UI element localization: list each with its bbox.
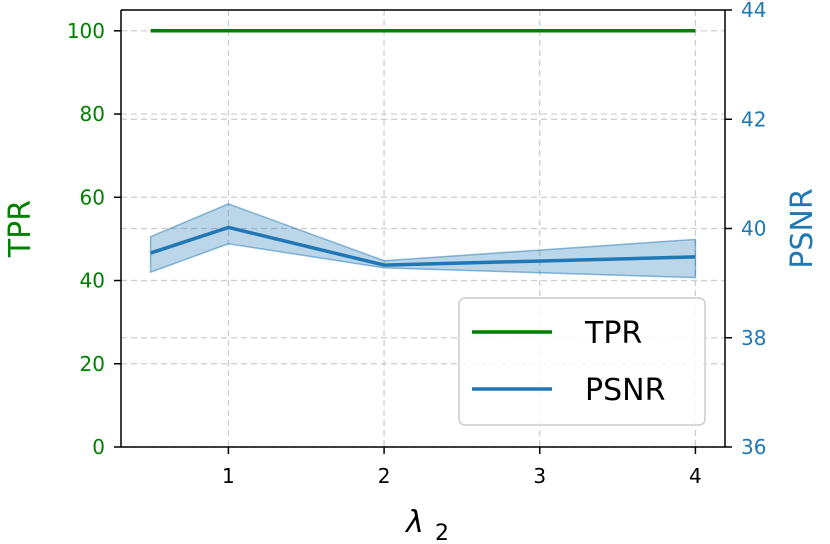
left-tick-label: 20 xyxy=(80,352,105,376)
right-tick-label: 44 xyxy=(741,0,766,22)
left-tick-label: 60 xyxy=(80,185,105,209)
right-tick-label: 38 xyxy=(741,326,766,350)
psnr-band-layer xyxy=(149,203,697,279)
x-tick-label: 3 xyxy=(533,464,546,488)
legend: TPR PSNR xyxy=(458,297,706,426)
legend-label-psnr: PSNR xyxy=(585,373,665,408)
right-tick-label: 36 xyxy=(741,435,766,459)
left-tick-label: 80 xyxy=(80,102,105,126)
left-tick-label: 100 xyxy=(67,19,105,43)
right-tick-label: 42 xyxy=(741,107,766,131)
psnr-series-line xyxy=(150,225,696,267)
right-axis-title: PSNR xyxy=(785,188,820,268)
left-tick-label: 0 xyxy=(92,435,105,459)
x-tick-label: 4 xyxy=(689,464,702,488)
x-axis-title-subscript: 2 xyxy=(435,521,449,544)
x-tick-label: 2 xyxy=(378,464,391,488)
right-tick-label: 40 xyxy=(741,217,766,241)
left-axis-title: TPR xyxy=(3,200,38,258)
legend-label-tpr: TPR xyxy=(584,316,642,351)
psnr-confidence-band xyxy=(149,203,697,279)
x-axis-title: λ xyxy=(404,505,424,540)
series-layer xyxy=(150,29,696,267)
left-tick-label: 40 xyxy=(80,269,105,293)
x-tick-label: 1 xyxy=(222,464,235,488)
legend-box xyxy=(458,297,706,426)
